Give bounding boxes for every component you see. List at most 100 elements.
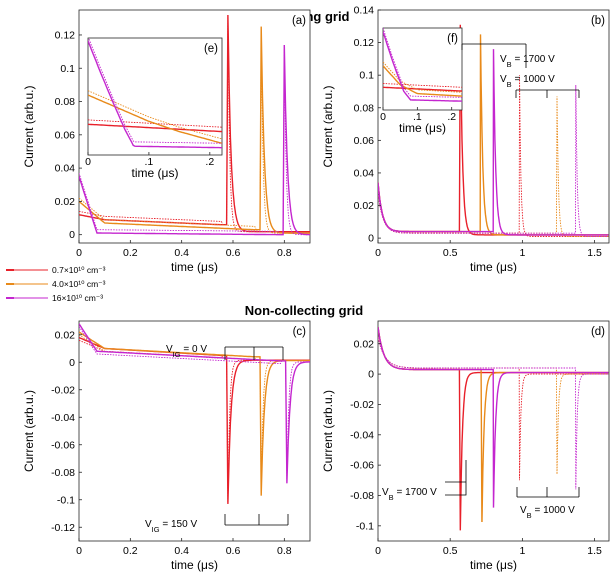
xtick-label-a: 0.8	[277, 247, 292, 259]
panel-b: 0 0.5 1 1.500.020.040.060.080.10.120.14time…	[321, 5, 610, 274]
series-group-b	[378, 24, 609, 237]
panel-tag-f: (f)	[447, 33, 458, 45]
ylabel-b: Current (arb.u.)	[321, 85, 335, 167]
ann-d-1700: VB = 1700 V	[382, 487, 437, 502]
ytick-label-c: 0	[69, 357, 75, 369]
series-e-n16-solid	[88, 40, 222, 149]
xtick-label-f: .2	[447, 111, 456, 123]
series-group-d	[378, 326, 609, 531]
panel-tag-d: (d)	[591, 326, 605, 338]
series-f-n40-dotted	[383, 61, 462, 93]
panel-tag-b: (b)	[591, 15, 605, 27]
xlabel-f: time (μs)	[399, 121, 446, 135]
series-group-f	[383, 28, 462, 102]
bracket-d-1700	[445, 460, 467, 496]
ytick-label-c: -0.04	[51, 412, 75, 424]
ytick-label-a: 0.06	[55, 129, 76, 141]
ytick-label-b: 0.04	[354, 167, 375, 179]
ytick-label-b: 0.14	[354, 5, 375, 17]
ann-c-0: VIG = 0 V	[166, 344, 207, 359]
axes-frame-f	[382, 27, 463, 111]
ann-c-150-part: V	[145, 519, 152, 530]
ytick-label-b: 0.06	[354, 135, 375, 147]
bracket-b-1700	[461, 43, 527, 68]
ytick-label-d: 0	[368, 369, 374, 381]
series-e-n16-dotted	[88, 38, 222, 144]
ann-b-1000-sub: B	[507, 80, 512, 89]
xtick-label-e: .1	[145, 156, 154, 168]
ann-d-1000-part: V	[520, 505, 527, 516]
ann-d-1700-part: V	[382, 487, 389, 498]
ytick-label-a: 0.08	[55, 96, 76, 108]
ytick-label-c: -0.02	[51, 384, 75, 396]
panel-tag-e: (e)	[204, 43, 218, 55]
ann-d-1700-sub: B	[389, 493, 394, 502]
ann-d-1700-part: = 1700 V	[394, 487, 437, 498]
ytick-label-a: 0.1	[60, 63, 75, 75]
ytick-label-c: -0.06	[51, 439, 75, 451]
xtick-label-f: .1	[413, 111, 422, 123]
legend-label-40: 4.0×10¹⁰ cm⁻³	[52, 279, 106, 289]
ann-c-150-part: = 150 V	[160, 519, 198, 530]
legend-label-16: 16×10¹⁰ cm⁻³	[52, 293, 103, 303]
xtick-label-c: 0.6	[226, 545, 241, 557]
ann-c-0-part: = 0 V	[181, 344, 208, 355]
xtick-label-b: 0.5	[443, 247, 458, 259]
series-d-n16-dotted	[378, 337, 609, 490]
ylabel-c: Current (arb.u.)	[22, 390, 36, 472]
panel-c: 0 0.2 0.4 0.6 0.8 -0.12 -0.1 -0.08 -0.06 -0.04 -0.…	[22, 320, 311, 572]
series-e-n07-dotted	[88, 119, 222, 128]
series-b-n16-solid	[378, 49, 609, 236]
ann-c-150: VIG = 150 V	[145, 519, 197, 534]
ytick-label-a: 0	[69, 229, 75, 241]
series-c-n40-solid	[79, 331, 310, 496]
xtick-label-f: 0	[380, 111, 386, 123]
series-f-n16-solid	[383, 31, 462, 102]
ytick-label-b: 0.02	[354, 200, 375, 212]
bracket-c-0	[224, 346, 284, 360]
xtick-label-e: .2	[205, 156, 214, 168]
title-non-collecting: Non-collecting grid	[245, 303, 364, 318]
xlabel-a: time (μs)	[171, 260, 218, 274]
series-group-e	[88, 38, 222, 149]
ytick-label-d: -0.08	[350, 490, 374, 502]
ann-c-0-part: V	[166, 344, 173, 355]
xtick-label-d: 0.5	[443, 545, 458, 557]
xtick-label-a: 0.2	[123, 247, 138, 259]
ytick-label-c: -0.08	[51, 467, 75, 479]
ytick-label-a: 0.02	[55, 196, 76, 208]
ann-b-1700-sub: B	[507, 60, 512, 69]
ann-b-1700: VB = 1700 V	[500, 54, 555, 69]
series-c-n16-dotted	[79, 326, 310, 484]
series-e-n07-solid	[88, 123, 222, 133]
series-group-c	[79, 323, 310, 504]
xtick-label-d: 1	[519, 545, 525, 557]
series-e-n40-solid	[88, 94, 222, 144]
series-f-n07-dotted	[383, 83, 462, 88]
series-f-n16-dotted	[383, 28, 462, 98]
bracket-b-1000	[515, 89, 580, 98]
xtick-label-c: 0	[76, 545, 82, 557]
ytick-label-b: 0.08	[354, 102, 375, 114]
series-a-n40-dotted	[79, 26, 310, 234]
xlabel-e: time (μs)	[132, 166, 179, 180]
ytick-label-b: 0	[368, 233, 374, 245]
legend-label-07: 0.7×10¹⁰ cm⁻³	[52, 265, 106, 275]
ytick-label-c: 0.02	[55, 329, 76, 341]
ytick-label-d: 0.02	[354, 338, 375, 350]
ytick-label-d: -0.04	[350, 429, 374, 441]
xtick-label-b: 1.5	[587, 247, 602, 259]
legend: 0.7×10¹⁰ cm⁻³ 4.0×10¹⁰ cm⁻³ 16×10¹⁰ cm⁻³	[6, 265, 106, 303]
ytick-label-c: -0.1	[57, 494, 75, 506]
ylabel-a: Current (arb.u.)	[22, 85, 36, 167]
xtick-label-b: 0	[375, 247, 381, 259]
series-group-a	[79, 14, 310, 236]
series-f-n07-solid	[383, 86, 462, 92]
ann-c-0-sub: IG	[173, 350, 181, 359]
xtick-label-e: 0	[85, 156, 91, 168]
ytick-label-a: 0.04	[55, 163, 76, 175]
ann-b-1000-part: = 1000 V	[512, 74, 555, 85]
ann-b-1700-part: = 1700 V	[512, 54, 555, 65]
